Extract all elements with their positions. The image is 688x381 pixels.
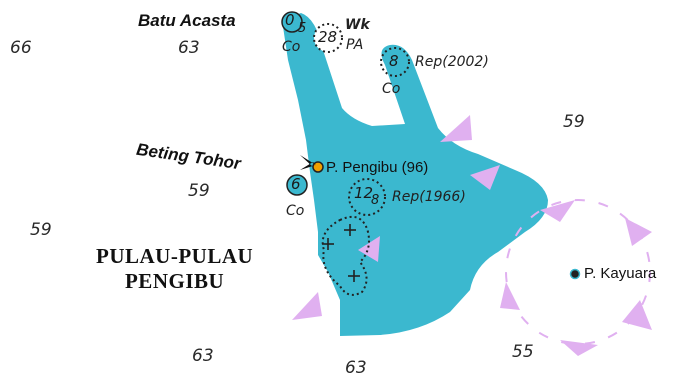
rep1966-depth-value: 8 <box>371 193 380 208</box>
danger-sector-4 <box>358 236 380 262</box>
rock-depth-value: 6 <box>291 175 301 193</box>
kayuara-sector-e <box>500 282 520 310</box>
rock-batu-acasta <box>281 11 303 33</box>
rep1966-depth-value: 12 <box>354 184 374 202</box>
sounding-label: 59 <box>30 220 52 240</box>
sounding-label: 63 <box>178 38 200 58</box>
sounding-label: 66 <box>10 38 32 58</box>
reef-area <box>282 13 548 336</box>
reported-note-1966: Rep(1966) <box>392 189 466 205</box>
rock-cluster-outline <box>321 216 370 296</box>
place-name-batu-acasta: Batu Acasta <box>138 11 236 30</box>
reported-note-2002: Rep(2002) <box>415 54 489 70</box>
kayuara-sector-c <box>622 300 652 330</box>
island-group-name: PULAU-PULAU PENGIBU <box>96 244 254 293</box>
island-name-kayuara: P. Kayuara <box>584 265 657 282</box>
sounding-label: 59 <box>188 181 210 201</box>
wreck-depth-value: 28 <box>318 28 338 46</box>
danger-sector-3 <box>292 292 322 320</box>
kayuara-sector-ring <box>505 199 651 345</box>
island-name-pengibu: P. Pengibu (96) <box>326 159 429 176</box>
kayuara-sector-d <box>560 340 598 356</box>
danger-sector-1 <box>440 115 472 142</box>
seabed-note-co: Co <box>286 203 305 219</box>
wreck-danger-circle <box>313 23 343 53</box>
seabed-note-co: Co <box>382 81 401 97</box>
position-approx-label: PA <box>346 37 364 53</box>
rock-depth-value: 0 <box>285 11 295 29</box>
sounding-label: 63 <box>192 346 214 366</box>
rock-depth-value: 5 <box>298 21 307 36</box>
light-flare-icon <box>300 155 316 170</box>
rep2002-danger-circle <box>380 47 410 77</box>
sounding-label: 59 <box>563 112 585 132</box>
kayuara-island-marker <box>569 268 581 280</box>
seabed-note-co: Co <box>282 39 301 55</box>
kayuara-sector-a <box>540 200 575 222</box>
kayuara-sector-b <box>625 218 652 246</box>
sounding-label: 63 <box>345 358 367 378</box>
danger-sector-2 <box>470 165 500 190</box>
rep1966-danger-circle <box>348 178 386 216</box>
rock-cross-marks <box>322 224 360 282</box>
rep2002-depth-value: 8 <box>389 52 399 70</box>
wreck-label: Wk <box>345 17 370 33</box>
rock-beting-tohor <box>286 174 308 196</box>
sounding-label: 55 <box>512 342 534 362</box>
